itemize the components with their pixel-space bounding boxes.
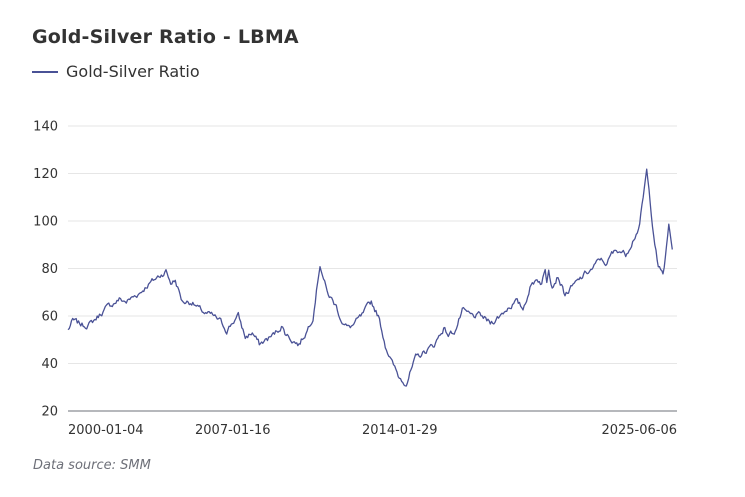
x-axis-tick-labels: 2000-01-04 2007-01-16 2014-01-29 2025-06-06 bbox=[68, 423, 677, 438]
y-tick-label: 20 bbox=[41, 405, 58, 420]
y-tick-label: 140 bbox=[33, 120, 58, 135]
y-axis-tick-labels: 20 40 60 80 100 120 140 bbox=[33, 120, 58, 420]
legend-line-swatch bbox=[32, 70, 58, 73]
x-tick-label: 2000-01-04 bbox=[68, 423, 144, 438]
chart-legend[interactable]: Gold-Silver Ratio bbox=[32, 62, 200, 81]
y-tick-label: 120 bbox=[33, 167, 58, 182]
y-tick-label: 40 bbox=[41, 357, 58, 372]
y-tick-label: 60 bbox=[41, 310, 58, 325]
chart-title: Gold-Silver Ratio - LBMA bbox=[32, 26, 299, 48]
legend-label: Gold-Silver Ratio bbox=[66, 62, 200, 81]
x-tick-label: 2007-01-16 bbox=[195, 423, 271, 438]
x-tick-label: 2014-01-29 bbox=[362, 423, 438, 438]
y-tick-label: 100 bbox=[33, 215, 58, 230]
x-tick-label: 2025-06-06 bbox=[601, 423, 677, 438]
grid-lines bbox=[68, 125, 677, 364]
y-tick-label: 80 bbox=[41, 262, 58, 277]
series-line-gold-silver-ratio bbox=[67, 168, 673, 387]
data-source-note: Data source: SMM bbox=[33, 458, 151, 473]
